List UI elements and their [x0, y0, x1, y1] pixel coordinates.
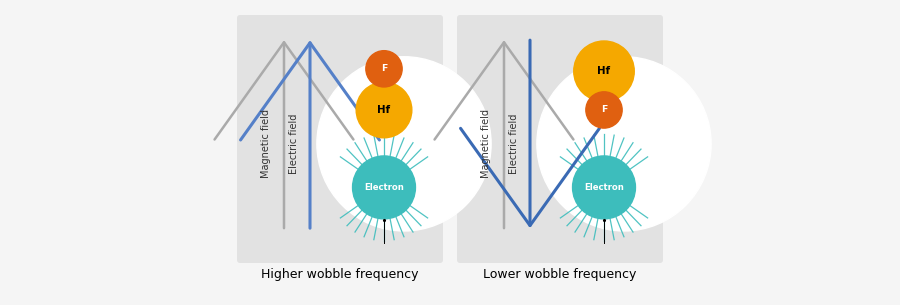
Text: Magnetic field: Magnetic field [261, 109, 271, 178]
FancyBboxPatch shape [457, 15, 663, 263]
Text: Hf: Hf [377, 105, 391, 115]
Text: F: F [601, 106, 608, 114]
Text: F: F [381, 64, 387, 73]
Circle shape [537, 57, 711, 231]
Circle shape [574, 41, 634, 102]
Text: Electron: Electron [364, 183, 404, 192]
Text: Hf: Hf [598, 66, 610, 76]
Text: Lower wobble frequency: Lower wobble frequency [483, 268, 636, 281]
Text: Electric field: Electric field [509, 114, 519, 174]
Text: Electron: Electron [584, 183, 624, 192]
Circle shape [317, 57, 491, 231]
Circle shape [353, 156, 416, 219]
Circle shape [356, 82, 412, 138]
Circle shape [365, 51, 402, 87]
Text: Magnetic field: Magnetic field [481, 109, 491, 178]
FancyBboxPatch shape [237, 15, 443, 263]
Text: Higher wobble frequency: Higher wobble frequency [261, 268, 418, 281]
Circle shape [572, 156, 635, 219]
Circle shape [586, 92, 622, 128]
Text: Electric field: Electric field [289, 114, 299, 174]
